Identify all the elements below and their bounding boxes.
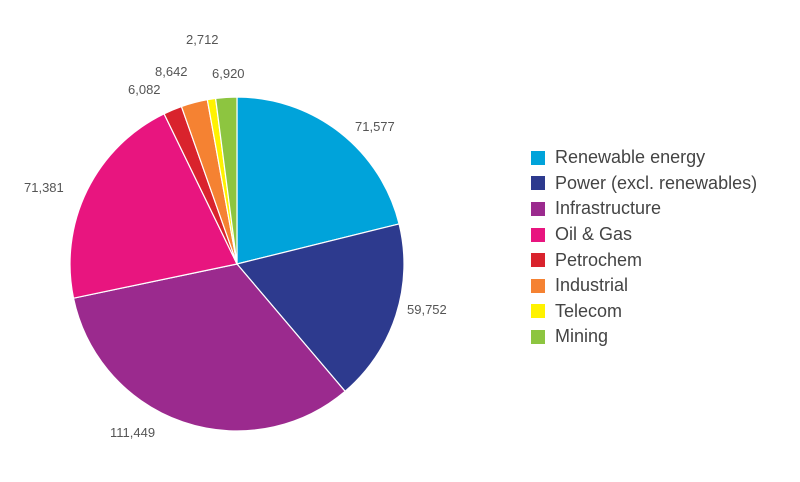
pie-slice-renewable-energy bbox=[236, 96, 400, 265]
legend-item-infrastructure: Infrastructure bbox=[531, 196, 757, 222]
data-label-telecom: 2,712 bbox=[186, 32, 219, 47]
legend-label: Oil & Gas bbox=[555, 224, 633, 245]
legend-label: Infrastructure bbox=[555, 198, 662, 219]
legend-label: Petrochem bbox=[555, 249, 643, 270]
pie-slice-oil-gas bbox=[69, 112, 238, 299]
legend-swatch bbox=[531, 329, 545, 344]
pie-slice-infrastructure bbox=[72, 263, 346, 432]
legend-item-renewable-energy: Renewable energy bbox=[531, 145, 757, 171]
pie-data-labels: 71,577 59,752 111,449 71,381 6,082 8,642 2,712… bbox=[24, 32, 447, 440]
legend-swatch bbox=[531, 150, 545, 165]
legend-label: Renewable energy bbox=[555, 147, 706, 168]
legend-label: Telecom bbox=[555, 300, 623, 321]
legend-item-telecom: Telecom bbox=[531, 299, 757, 325]
legend-swatch bbox=[531, 176, 545, 191]
legend-swatch bbox=[531, 227, 545, 242]
pie-slices bbox=[69, 96, 405, 432]
legend-swatch bbox=[531, 201, 545, 216]
legend-item-power-excl-renewables: Power (excl. renewables) bbox=[531, 171, 757, 197]
data-label-industrial: 8,642 bbox=[155, 64, 188, 79]
data-label-mining: 6,920 bbox=[212, 66, 245, 81]
data-label-renewable-energy: 71,577 bbox=[355, 119, 395, 134]
data-label-infrastructure: 111,449 bbox=[110, 425, 155, 440]
chart-legend: Renewable energy Power (excl. renewables)… bbox=[531, 145, 757, 350]
data-label-petrochem: 6,082 bbox=[128, 82, 161, 97]
legend-item-oil-gas: Oil & Gas bbox=[531, 222, 757, 248]
legend-item-petrochem: Petrochem bbox=[531, 247, 757, 273]
legend-item-mining: Mining bbox=[531, 324, 757, 350]
legend-label: Mining bbox=[555, 326, 609, 347]
legend-label: Power (excl. renewables) bbox=[555, 172, 758, 193]
data-label-oil-gas: 71,381 bbox=[24, 180, 64, 195]
data-label-power-excl-renewables: 59,752 bbox=[407, 302, 447, 317]
legend-item-industrial: Industrial bbox=[531, 273, 757, 299]
legend-label: Industrial bbox=[555, 275, 629, 296]
legend-swatch bbox=[531, 278, 545, 293]
legend-swatch bbox=[531, 304, 545, 319]
pie-slice-mining bbox=[214, 96, 238, 265]
legend-swatch bbox=[531, 253, 545, 268]
pie-slice-power-excl-renewables bbox=[235, 223, 405, 393]
